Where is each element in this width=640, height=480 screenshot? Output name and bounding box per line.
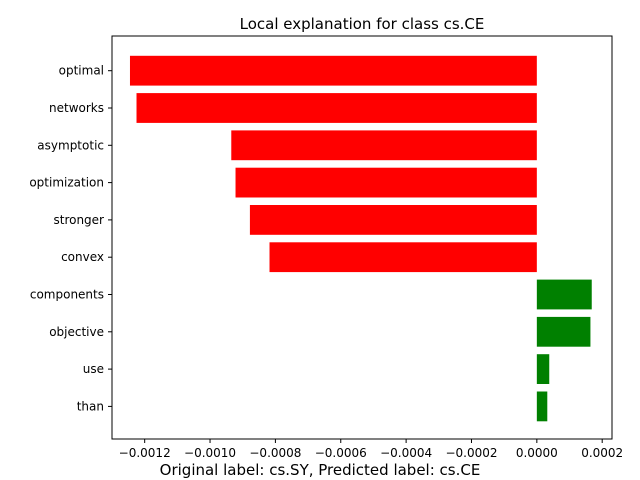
y-tick-label: use [83,362,104,376]
bar-asymptotic [231,130,537,161]
bar-networks [136,93,537,123]
bar-optimization [235,167,537,198]
bar-convex [269,242,537,273]
chart-title: Local explanation for class cs.CE [240,15,485,33]
axes-frame [111,35,613,440]
y-tick-label: asymptotic [37,138,104,152]
x-tick-label: −0.0004 [380,446,432,460]
bar-optimal [129,55,537,86]
y-tick-label: optimal [59,64,104,78]
y-tick-label: optimization [29,176,104,190]
x-tick-label: −0.0008 [249,446,301,460]
bar-objective [536,316,591,347]
bar-components [536,279,592,310]
y-tick-label: than [77,399,104,413]
y-tick-label: networks [49,101,104,115]
y-tick-label: convex [61,250,104,264]
x-tick-label: 0.0000 [516,446,558,460]
y-tick-label: stronger [53,213,104,227]
y-tick-label: objective [49,325,104,339]
bar-than [536,391,548,422]
bar-use [536,354,550,384]
y-axis-ticks: optimal networks asymptotic optimization str… [29,64,112,413]
x-tick-label: −0.0010 [184,446,236,460]
x-tick-label: 0.0002 [581,446,623,460]
x-tick-label: −0.0006 [315,446,367,460]
bar-stronger [249,205,537,235]
y-tick-label: components [30,288,104,302]
chart-caption: Original label: cs.SY, Predicted label: … [160,461,481,479]
x-axis-ticks: −0.0012 −0.0010 −0.0008 −0.0006 −0.0004 −0.00… [119,439,623,460]
bars-group [129,55,592,422]
x-tick-label: −0.0012 [119,446,171,460]
x-tick-label: −0.0002 [445,446,497,460]
